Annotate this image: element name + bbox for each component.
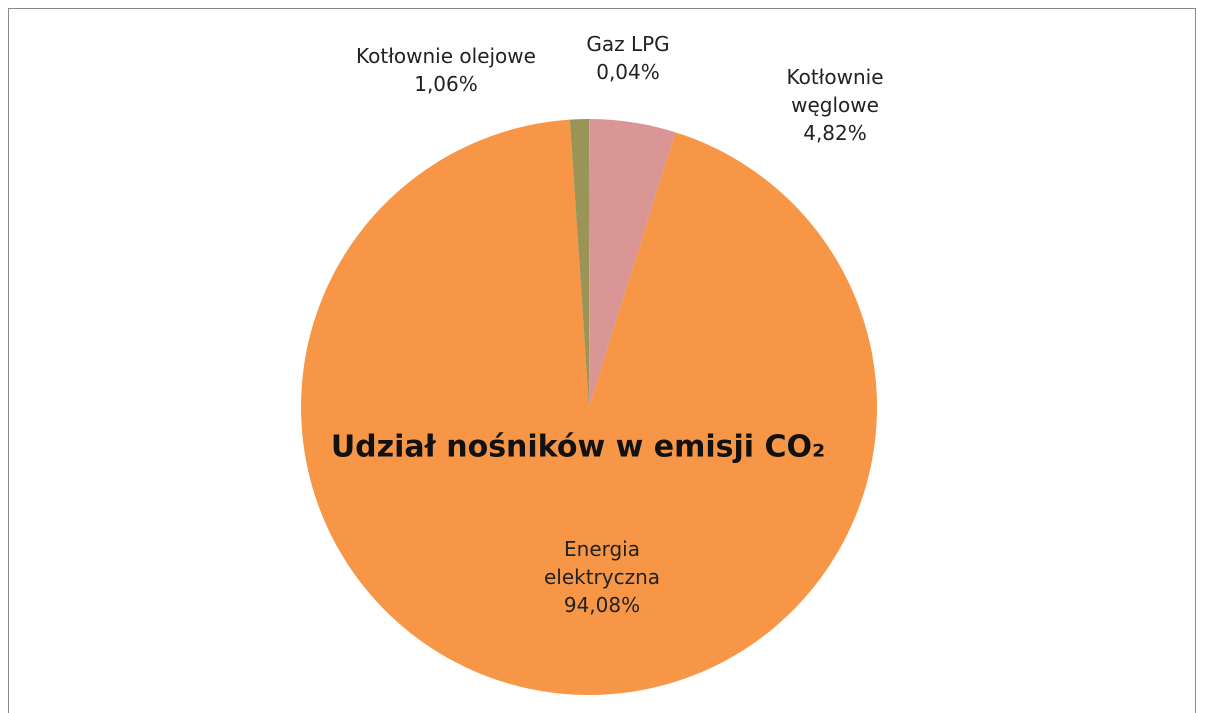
- slice-label: Gaz LPG 0,04%: [528, 30, 728, 86]
- slice-label: Kotłownie węglowe 4,82%: [775, 63, 895, 147]
- category-label: Gaz LPG: [586, 32, 670, 56]
- slice-label: Energia elektryczna 94,08%: [537, 535, 667, 619]
- pie-slice: [589, 119, 590, 407]
- pie-slice: [589, 119, 676, 407]
- category-label: Kotłownie węglowe: [786, 65, 884, 117]
- slice-label: Kotłownie olejowe 1,06%: [316, 42, 576, 98]
- value-label: 0,04%: [596, 60, 660, 84]
- category-label: Kotłownie olejowe: [356, 44, 536, 68]
- pie-slice: [569, 119, 589, 407]
- value-label: 1,06%: [414, 72, 478, 96]
- value-label: 94,08%: [563, 593, 641, 617]
- chart-title: Udział nośników w emisji CO₂: [330, 429, 826, 465]
- category-label: Energia elektryczna: [543, 537, 661, 589]
- pie-slice: [301, 119, 878, 695]
- chart-frame: [8, 8, 1196, 713]
- value-label: 4,82%: [803, 121, 867, 145]
